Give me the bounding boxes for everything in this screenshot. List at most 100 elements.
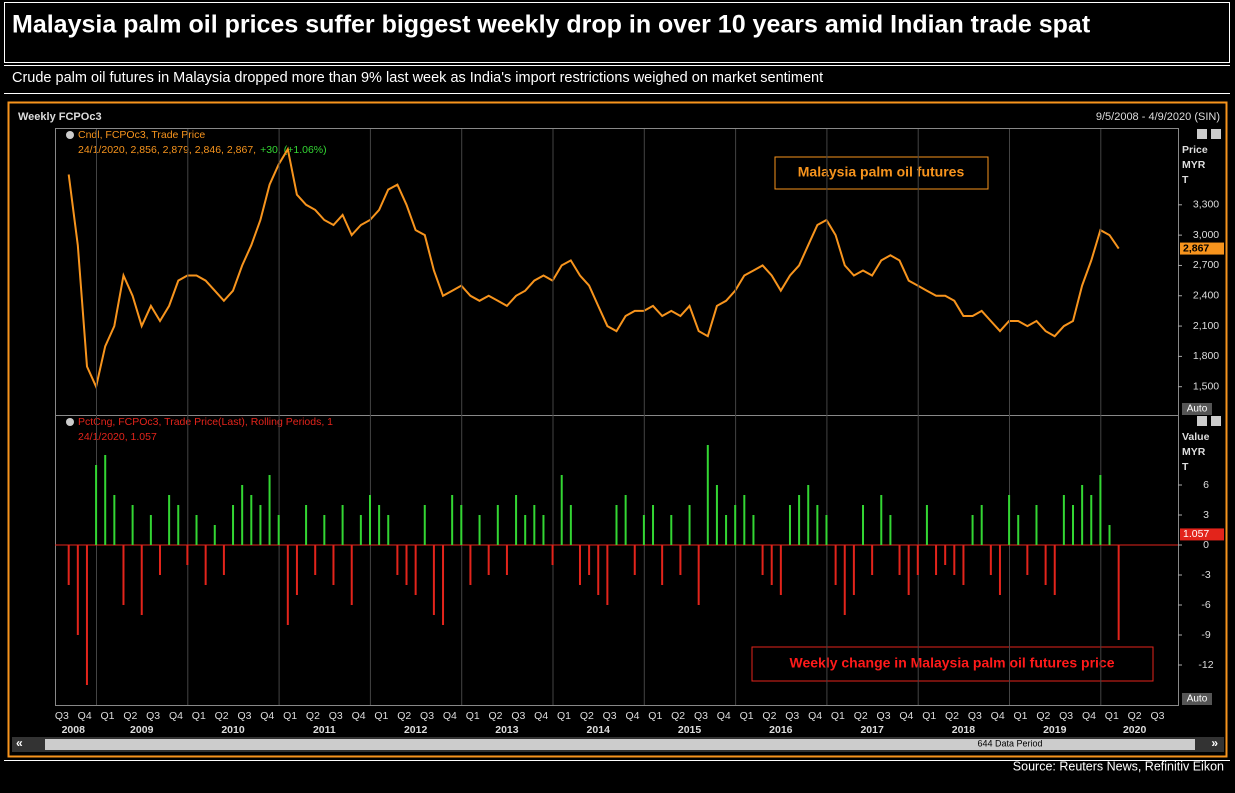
y-tick-label: 6 — [1203, 479, 1209, 491]
bar — [524, 515, 527, 545]
scale-button-label[interactable]: Auto — [1187, 694, 1208, 705]
x-tick-label: Q2 — [215, 710, 229, 722]
x-tick-label: Q3 — [420, 710, 434, 722]
x-tick-label: Q4 — [78, 710, 92, 722]
x-tick-label: Q3 — [329, 710, 343, 722]
scroll-thumb[interactable] — [45, 739, 1195, 750]
bar — [387, 515, 390, 545]
panel-button[interactable] — [1211, 129, 1221, 139]
bar — [286, 545, 289, 625]
bar — [268, 475, 271, 545]
scroll-left[interactable]: « — [16, 736, 23, 750]
bar — [332, 545, 335, 585]
bar — [542, 515, 545, 545]
y-tick-label: -12 — [1198, 659, 1213, 671]
last-value-marker — [1180, 528, 1224, 541]
bar — [323, 515, 326, 545]
bar — [779, 545, 782, 595]
scale-button[interactable] — [1182, 403, 1212, 415]
legend: PctCng, FCPOc3, Trade Price(Last), Rolli… — [78, 416, 333, 428]
bar — [250, 495, 253, 545]
panel-button[interactable] — [1197, 416, 1207, 426]
bar — [1053, 545, 1056, 595]
bar — [67, 545, 70, 585]
y-tick-label: 2,400 — [1193, 290, 1219, 302]
x-tick-label: Q1 — [740, 710, 754, 722]
bar — [222, 545, 225, 575]
bar — [85, 545, 88, 685]
bar — [825, 515, 828, 545]
bar — [971, 515, 974, 545]
y-tick-label: 1,500 — [1193, 380, 1219, 392]
bar — [697, 545, 700, 605]
x-tick-label: Q2 — [854, 710, 868, 722]
bar — [259, 505, 262, 545]
bar — [652, 505, 655, 545]
panel-button[interactable] — [1197, 129, 1207, 139]
bar — [469, 545, 472, 585]
x-tick-label: Q4 — [260, 710, 274, 722]
bar — [935, 545, 938, 575]
x-tick-label: Q1 — [1105, 710, 1119, 722]
year-label: 2008 — [62, 724, 86, 736]
bar — [743, 495, 746, 545]
year-label: 2020 — [1123, 724, 1147, 736]
bar — [232, 505, 235, 545]
y-tick-label: 2,100 — [1193, 320, 1219, 332]
panel-button[interactable] — [1211, 416, 1221, 426]
bar — [104, 455, 107, 545]
bar — [588, 545, 591, 575]
bar — [149, 515, 152, 545]
bar — [1108, 525, 1111, 545]
readout: 24/1/2020, 1.057 — [78, 431, 157, 443]
scale-button-label[interactable]: Auto — [1187, 404, 1208, 415]
bar — [505, 545, 508, 575]
bar — [953, 545, 956, 575]
year-label: 2015 — [678, 724, 702, 736]
bar — [314, 545, 317, 575]
price-line — [67, 146, 1120, 390]
x-tick-label: Q3 — [877, 710, 891, 722]
x-tick-label: Q3 — [694, 710, 708, 722]
scroll-right[interactable]: » — [1211, 736, 1218, 750]
x-tick-label: Q2 — [489, 710, 503, 722]
bar — [423, 505, 426, 545]
bar — [1099, 475, 1102, 545]
bar — [907, 545, 910, 595]
x-tick-label: Q3 — [785, 710, 799, 722]
y-tick-label: 1,800 — [1193, 350, 1219, 362]
bar — [432, 545, 435, 615]
x-tick-label: Q4 — [717, 710, 731, 722]
x-tick-label: Q2 — [123, 710, 137, 722]
source: Source: Reuters News, Refinitiv Eikon — [1013, 759, 1224, 773]
bar — [1026, 545, 1029, 575]
last-value-marker — [1180, 242, 1224, 255]
bar — [560, 475, 563, 545]
bar — [925, 505, 928, 545]
x-tick-label: Q4 — [534, 710, 548, 722]
x-tick-label: Q1 — [922, 710, 936, 722]
axis-label: MYR — [1182, 446, 1206, 458]
x-tick-label: Q4 — [808, 710, 822, 722]
bar — [615, 505, 618, 545]
y-tick-label: -9 — [1201, 629, 1210, 641]
bar — [551, 545, 554, 565]
x-tick-label: Q3 — [603, 710, 617, 722]
bar — [204, 545, 207, 585]
bar — [816, 505, 819, 545]
bar — [378, 505, 381, 545]
bar — [1090, 495, 1093, 545]
bar — [788, 505, 791, 545]
y-tick-label: -6 — [1201, 599, 1210, 611]
bar — [368, 495, 371, 545]
bar — [889, 515, 892, 545]
bar — [706, 445, 709, 545]
bar — [1072, 505, 1075, 545]
bar — [396, 545, 399, 575]
scale-button[interactable] — [1182, 693, 1212, 705]
y-tick-label: 0 — [1203, 539, 1209, 551]
bar — [414, 545, 417, 595]
bar — [478, 515, 481, 545]
plot-frame — [55, 415, 1179, 706]
